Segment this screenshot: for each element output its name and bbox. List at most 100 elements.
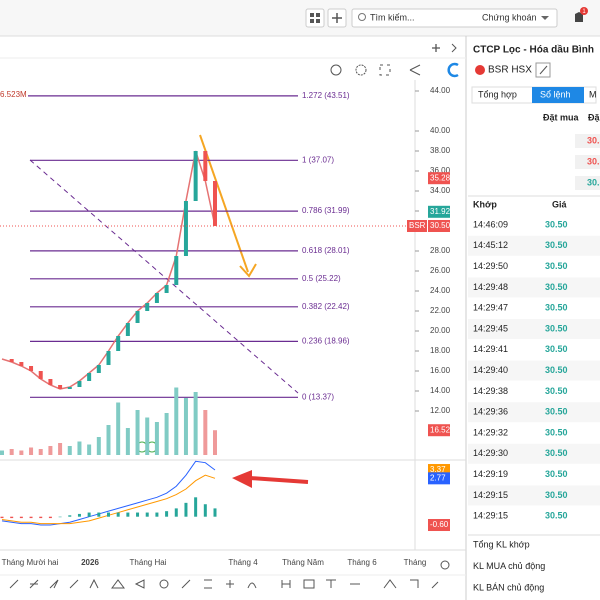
tool[interactable] bbox=[89, 578, 99, 589]
trade-time: 14:29:40 bbox=[473, 365, 508, 375]
candle bbox=[116, 336, 121, 351]
tool[interactable] bbox=[281, 580, 291, 588]
volume-bar bbox=[77, 441, 82, 455]
tool[interactable] bbox=[303, 579, 315, 589]
volume-bar bbox=[0, 450, 4, 455]
volume-bar bbox=[183, 398, 188, 455]
trade-price: 30.50 bbox=[545, 469, 568, 479]
price-tag-label: -0.60 bbox=[430, 520, 449, 529]
volume-bar bbox=[164, 413, 169, 455]
company-name: CTCP Lọc - Hóa dầu Bình bbox=[473, 44, 594, 56]
trade-price: 30.50 bbox=[545, 261, 568, 271]
fib-label: 0.786 (31.99) bbox=[302, 206, 350, 215]
trade-time: 14:29:32 bbox=[473, 427, 508, 437]
tool[interactable] bbox=[247, 582, 257, 589]
fullscreen[interactable] bbox=[379, 64, 391, 76]
symbol-tag bbox=[407, 220, 427, 232]
macd-hist bbox=[48, 516, 52, 519]
bell[interactable] bbox=[575, 12, 583, 22]
tool[interactable] bbox=[383, 579, 397, 589]
y-tick-label: 16.00 bbox=[430, 366, 451, 375]
tab[interactable]: Tổng hợp bbox=[478, 89, 517, 99]
book-header: Đặ bbox=[588, 112, 600, 122]
macd-hist bbox=[194, 497, 198, 517]
x-tick-label: 2026 bbox=[81, 558, 99, 567]
macd-hist bbox=[29, 516, 33, 519]
trade-price: 30.50 bbox=[545, 365, 568, 375]
fib-label: 0.618 (28.01) bbox=[302, 246, 350, 255]
tool[interactable] bbox=[204, 579, 212, 589]
fib-label: 0.5 (25.22) bbox=[302, 274, 341, 283]
macd-hist bbox=[58, 516, 62, 518]
trade-price: 30.50 bbox=[545, 490, 568, 500]
share[interactable] bbox=[409, 64, 421, 76]
tool[interactable] bbox=[159, 579, 169, 589]
candle bbox=[183, 201, 188, 256]
tool[interactable] bbox=[69, 579, 79, 589]
icon bbox=[310, 19, 314, 23]
icon bbox=[310, 13, 314, 17]
tool[interactable] bbox=[9, 579, 19, 589]
trade-time: 14:29:19 bbox=[473, 469, 508, 479]
tool[interactable] bbox=[29, 579, 39, 589]
y-tick-label: 28.00 bbox=[430, 246, 451, 255]
volume-bar bbox=[116, 402, 121, 455]
candle bbox=[48, 379, 53, 385]
price-tag bbox=[428, 220, 450, 232]
volume-bar bbox=[145, 417, 150, 455]
volume-bar bbox=[193, 392, 198, 455]
settings[interactable] bbox=[355, 64, 367, 76]
candle bbox=[125, 323, 130, 336]
candle bbox=[67, 387, 72, 389]
fib-label: 0 (13.37) bbox=[302, 392, 334, 401]
grid-button[interactable] bbox=[305, 8, 325, 28]
y-tick-label: 14.00 bbox=[430, 386, 451, 395]
tab[interactable]: Sổ lệnh bbox=[540, 89, 571, 99]
settings[interactable] bbox=[440, 560, 450, 570]
candle bbox=[213, 181, 217, 226]
icon bbox=[358, 13, 366, 21]
fib-label: 1.272 (43.51) bbox=[302, 91, 350, 100]
tool[interactable] bbox=[431, 581, 439, 589]
macd-hist bbox=[203, 504, 207, 517]
trade-price: 30.50 bbox=[545, 240, 568, 250]
trade-price: 30.50 bbox=[545, 344, 568, 354]
add-panel[interactable] bbox=[432, 44, 440, 52]
icon bbox=[316, 13, 320, 17]
tool[interactable] bbox=[134, 579, 145, 589]
trade-header: Giá bbox=[552, 199, 568, 209]
macd-hist bbox=[0, 516, 4, 519]
book-row bbox=[575, 176, 600, 190]
arrow bbox=[249, 476, 309, 484]
macd-hist bbox=[10, 516, 14, 519]
market-select[interactable]: Chứng khoán bbox=[482, 12, 537, 22]
tab[interactable]: M bbox=[589, 89, 597, 99]
y-tick-label: 24.00 bbox=[430, 286, 451, 295]
search-box[interactable] bbox=[351, 8, 558, 28]
tool[interactable] bbox=[226, 580, 234, 588]
y-tick-label: 18.00 bbox=[430, 346, 451, 355]
candle bbox=[154, 293, 159, 303]
fib-label: 0.236 (18.96) bbox=[302, 337, 350, 346]
zoom-tool[interactable] bbox=[330, 64, 342, 76]
trade-price: 30.50 bbox=[545, 323, 568, 333]
y-tick-label: 40.00 bbox=[430, 126, 451, 135]
tool[interactable] bbox=[111, 579, 125, 589]
tool[interactable] bbox=[49, 579, 59, 589]
candle bbox=[106, 351, 111, 365]
volume-bar bbox=[174, 387, 179, 455]
tool[interactable] bbox=[181, 579, 191, 589]
book-price: 30.5 bbox=[587, 156, 600, 166]
macd-hist bbox=[77, 513, 81, 517]
y-tick-label: 34.00 bbox=[430, 186, 451, 195]
macd-hist bbox=[116, 512, 120, 517]
icon[interactable] bbox=[451, 43, 457, 53]
trend-line bbox=[29, 159, 299, 394]
macd-hist bbox=[155, 512, 159, 517]
tool[interactable] bbox=[410, 579, 419, 588]
trade-row bbox=[468, 402, 600, 423]
badge-count: 1 bbox=[582, 9, 586, 15]
book-price: 30.5 bbox=[587, 135, 600, 145]
tool[interactable] bbox=[326, 579, 336, 588]
